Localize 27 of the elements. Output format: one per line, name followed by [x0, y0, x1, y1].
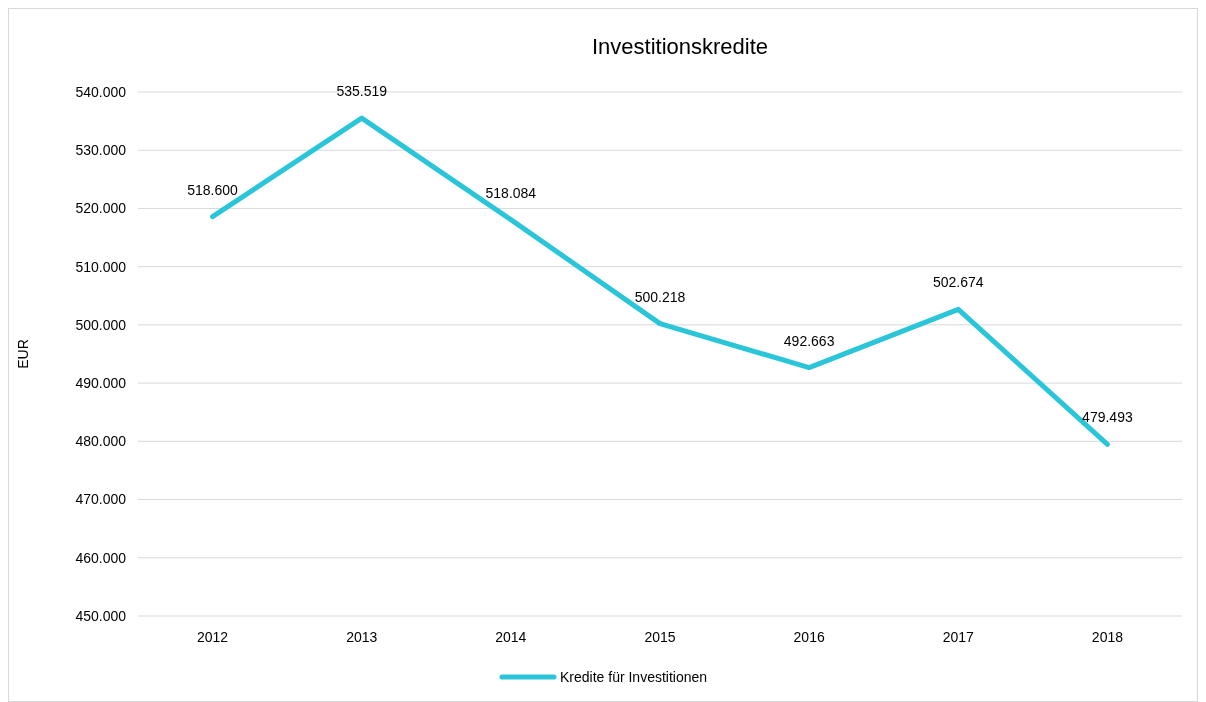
x-tick-label: 2016 — [793, 629, 825, 645]
x-tick-label: 2012 — [196, 629, 229, 645]
legend-label: Kredite für Investitionen — [560, 668, 708, 685]
y-tick-label: 490.000 — [75, 375, 127, 392]
data-label: 518.600 — [187, 181, 239, 198]
x-tick-label: 2013 — [346, 629, 378, 645]
data-label: 479.493 — [1082, 409, 1133, 426]
y-tick-label: 450.000 — [75, 607, 127, 624]
data-label: 502.674 — [932, 274, 984, 291]
x-tick-label: 2014 — [495, 629, 527, 645]
x-tick-label: 2018 — [1091, 629, 1124, 645]
y-tick-label: 460.000 — [75, 549, 127, 566]
y-tick-label: 520.000 — [75, 200, 127, 217]
y-tick-label: 530.000 — [75, 142, 127, 159]
data-label: 535.519 — [336, 83, 388, 100]
data-label: 500.218 — [634, 288, 686, 305]
y-axis-title: EUR — [15, 339, 31, 369]
data-label: 492.663 — [783, 332, 835, 349]
data-label: 518.084 — [485, 184, 537, 201]
x-tick-label: 2017 — [942, 629, 975, 645]
y-tick-label: 500.000 — [75, 316, 127, 333]
y-tick-label: 510.000 — [75, 258, 127, 275]
y-tick-label: 480.000 — [75, 433, 127, 450]
chart-title: Investitionskredite — [591, 34, 769, 59]
y-tick-label: 540.000 — [75, 83, 127, 100]
y-tick-label: 470.000 — [75, 491, 127, 508]
x-tick-label: 2015 — [644, 629, 676, 645]
